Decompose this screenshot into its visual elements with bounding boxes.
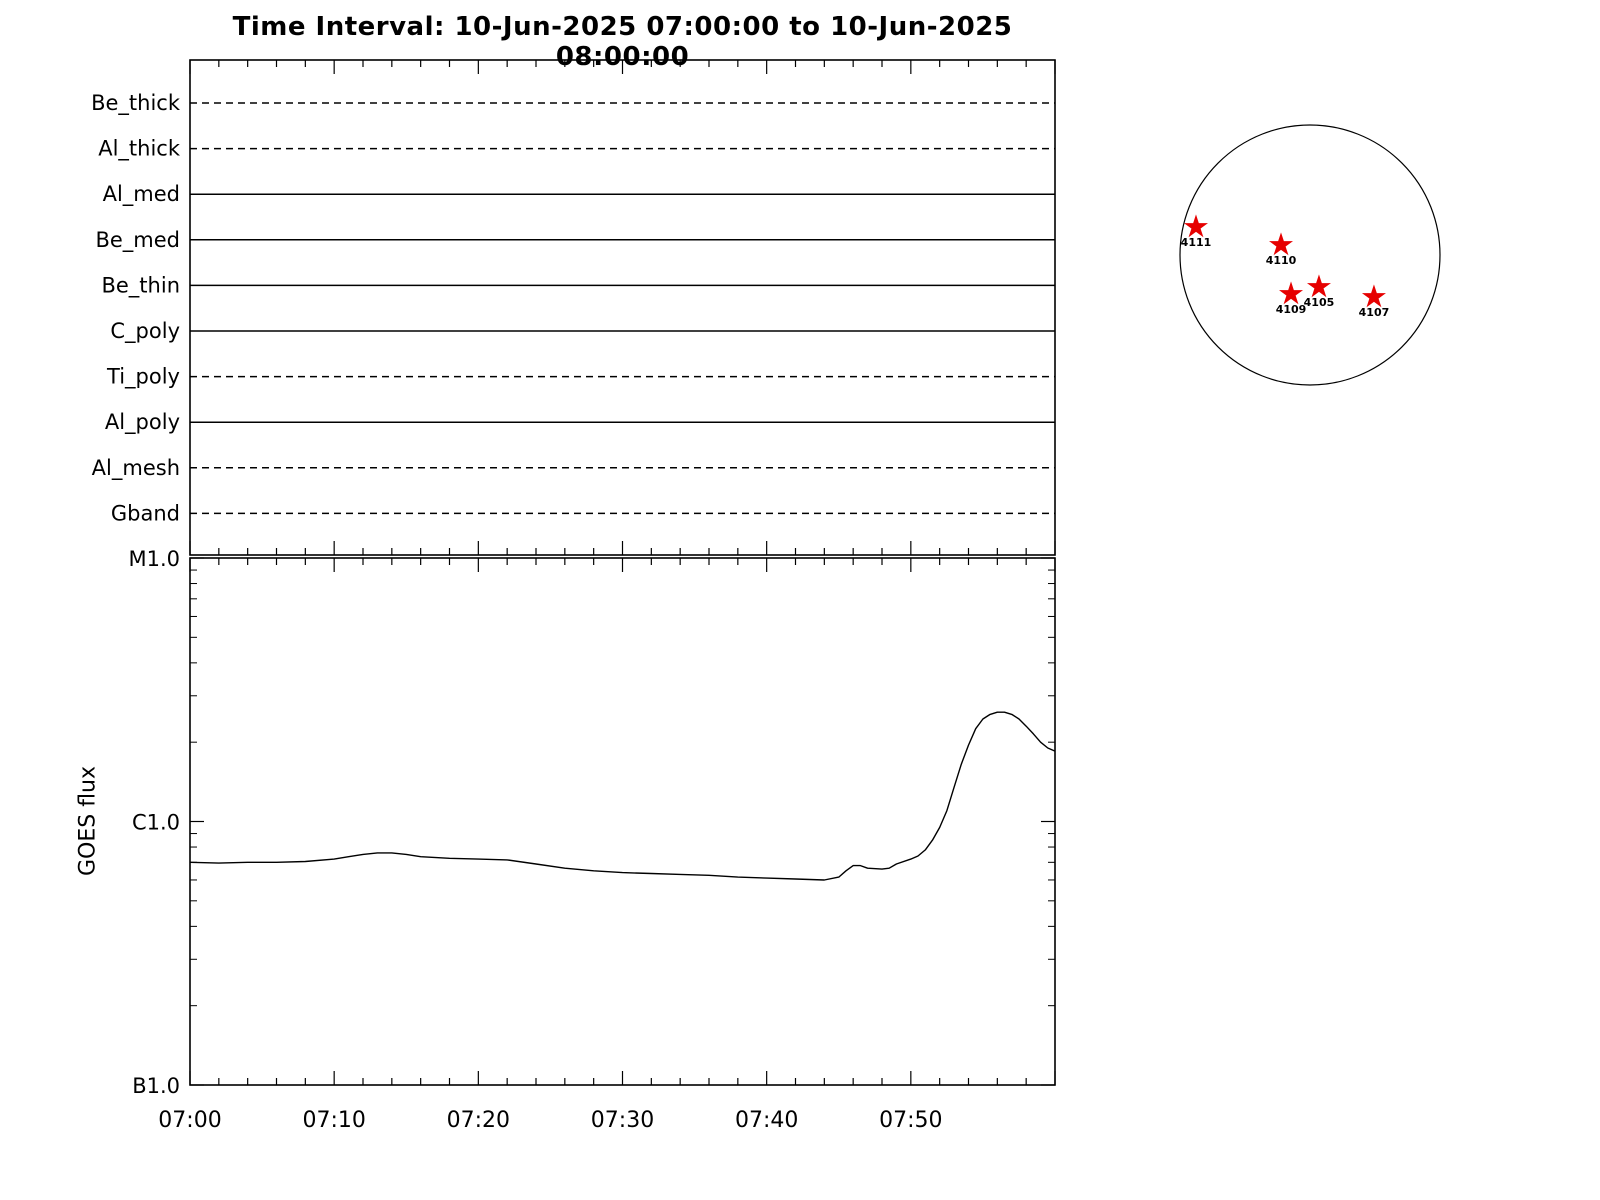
time-tick-label: 07:20 <box>447 1108 510 1133</box>
filter-timeline-and-goes-chart: Be_thick Al_thick Al_med Be_med Be_thin C_pol… <box>91 59 1056 1133</box>
goes-flux-curve <box>189 711 1056 881</box>
filter-label-Be_med: Be_med <box>95 228 180 253</box>
flux-tick-label: C1.0 <box>132 811 180 835</box>
time-tick-label: 07:10 <box>302 1108 365 1133</box>
active-region-label-4111: 4111 <box>1181 236 1212 249</box>
page-title: Time Interval: 10-Jun-2025 07:00:00 to 1… <box>232 12 1013 72</box>
filter-label-Gband: Gband <box>111 501 180 525</box>
time-tick-label: 07:30 <box>591 1108 654 1133</box>
active-region-star-4105 <box>1306 274 1331 298</box>
active-region-star-4107 <box>1361 284 1386 308</box>
filter-label-Be_thick: Be_thick <box>91 91 181 116</box>
flux-tick-label: B1.0 <box>132 1074 180 1098</box>
active-region-label-4107: 4107 <box>1359 306 1390 319</box>
active-region-label-4105: 4105 <box>1304 296 1335 309</box>
goes-panel-border <box>189 557 1056 1086</box>
active-region-label-4109: 4109 <box>1276 303 1307 316</box>
filter-label-Al_mesh: Al_mesh <box>92 456 180 481</box>
time-tick-label: 07:00 <box>158 1108 221 1133</box>
filter-label-Al_thick: Al_thick <box>98 137 181 162</box>
active-region-star-4110 <box>1269 232 1294 256</box>
active-region-star-4109 <box>1279 281 1304 305</box>
active-region-star-4111 <box>1183 214 1208 238</box>
filter-panel-border <box>189 59 1056 556</box>
filter-label-Ti_poly: Ti_poly <box>106 365 180 390</box>
filter-label-Al_med: Al_med <box>103 182 180 207</box>
time-tick-label: 07:50 <box>879 1108 942 1133</box>
filter-label-Be_thin: Be_thin <box>101 273 180 298</box>
time-tick-label: 07:40 <box>735 1108 798 1133</box>
filter-label-Al_poly: Al_poly <box>105 410 180 435</box>
solar-limb-circle <box>1179 124 1441 386</box>
flux-tick-label: M1.0 <box>128 547 180 571</box>
active-region-label-4110: 4110 <box>1266 254 1297 267</box>
filter-label-C_poly: C_poly <box>110 319 180 344</box>
